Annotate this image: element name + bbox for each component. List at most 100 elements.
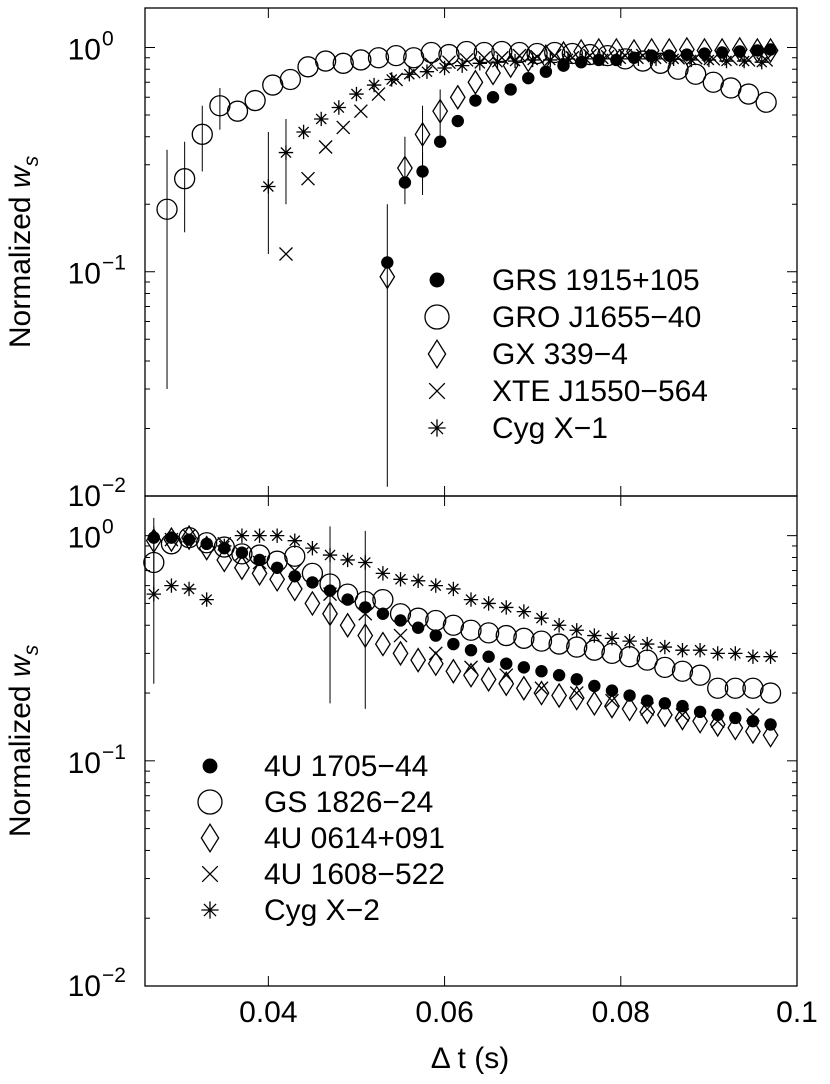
data-point xyxy=(490,54,505,70)
data-point xyxy=(724,677,746,699)
data-point xyxy=(196,532,218,554)
data-point xyxy=(216,547,233,573)
legend-label: XTE J1550−564 xyxy=(492,375,708,408)
data-point xyxy=(674,705,691,731)
legend-label: GX 339−4 xyxy=(492,338,628,371)
data-point xyxy=(608,37,625,64)
data-point xyxy=(583,639,606,661)
data-point xyxy=(689,664,711,686)
data-point xyxy=(544,41,566,64)
data-point xyxy=(164,578,179,593)
data-point xyxy=(710,646,725,661)
legend-marker-diamond xyxy=(427,338,447,370)
data-point xyxy=(604,693,620,719)
data-point xyxy=(432,98,449,124)
data-point xyxy=(534,610,549,626)
data-point xyxy=(463,592,479,607)
data-point xyxy=(605,693,619,708)
data-point xyxy=(394,614,407,627)
legend-item: 4U 0614+091 xyxy=(200,822,445,855)
data-point xyxy=(234,528,250,543)
y-tick-label-base: 10 xyxy=(68,33,101,66)
legend-item: 4U 1705−44 xyxy=(202,750,428,783)
data-point xyxy=(675,642,690,658)
data-point xyxy=(535,665,548,678)
data-point xyxy=(379,264,396,290)
y-tick-label: 10 xyxy=(68,522,101,555)
data-point xyxy=(736,53,752,69)
data-point xyxy=(715,46,729,59)
data-point xyxy=(287,533,302,548)
data-point xyxy=(499,668,514,683)
data-point xyxy=(392,640,409,667)
data-point xyxy=(393,572,408,587)
data-point xyxy=(252,528,267,543)
data-point xyxy=(657,639,673,655)
data-point xyxy=(534,681,549,696)
data-point xyxy=(566,636,588,658)
data-point xyxy=(473,41,495,64)
data-point xyxy=(623,689,636,702)
data-point xyxy=(656,702,673,728)
legend-item: GX 339−4 xyxy=(427,338,628,371)
data-point xyxy=(419,64,435,79)
data-point xyxy=(437,60,452,76)
series-4u-1608-522 xyxy=(164,528,760,729)
data-point xyxy=(447,637,460,651)
data-point xyxy=(336,120,351,135)
data-point xyxy=(410,573,426,589)
data-point xyxy=(445,658,462,684)
data-point xyxy=(410,647,427,673)
series-cyg-x-1 xyxy=(261,51,769,254)
data-point xyxy=(727,715,744,741)
data-point xyxy=(464,660,478,675)
data-point xyxy=(381,256,394,269)
data-point xyxy=(198,535,215,561)
data-point xyxy=(253,553,266,567)
data-point xyxy=(720,77,742,99)
data-point xyxy=(504,83,517,96)
data-point xyxy=(358,555,373,570)
bottom-data-marks xyxy=(143,517,782,748)
top-plot-frame xyxy=(144,7,798,497)
legend-marker-circle xyxy=(197,789,223,815)
data-point xyxy=(737,83,760,105)
data-point xyxy=(393,628,408,643)
data-point xyxy=(696,37,713,64)
data-point xyxy=(305,540,320,556)
data-point xyxy=(590,37,607,64)
data-point xyxy=(420,41,443,64)
data-point xyxy=(643,37,660,64)
data-point xyxy=(191,123,213,145)
data-point xyxy=(578,51,593,67)
data-point xyxy=(385,44,407,67)
series-4u-0614-091 xyxy=(145,524,779,748)
data-point xyxy=(244,89,266,112)
data-point xyxy=(301,562,324,585)
x-tick-label: 0.1 xyxy=(776,996,818,1029)
data-point xyxy=(297,56,319,78)
legend-label: Cyg X−2 xyxy=(264,894,380,927)
data-point xyxy=(181,581,197,597)
data-point xyxy=(618,646,641,668)
data-point xyxy=(548,633,570,655)
legend-label: Cyg X−1 xyxy=(492,412,608,445)
data-point xyxy=(530,630,553,652)
data-point xyxy=(551,682,568,709)
data-point xyxy=(595,51,611,67)
series-cyg-x-2 xyxy=(146,517,778,709)
data-point xyxy=(233,555,250,581)
data-point xyxy=(631,51,646,67)
data-point xyxy=(454,58,470,73)
data-point xyxy=(744,718,761,745)
data-point xyxy=(742,677,764,699)
data-point xyxy=(428,646,443,661)
data-point xyxy=(173,168,196,190)
data-point xyxy=(332,52,354,74)
data-point xyxy=(762,37,779,64)
data-point xyxy=(621,696,638,722)
legend-item: Cyg X−1 xyxy=(428,412,608,445)
data-point xyxy=(442,614,465,636)
